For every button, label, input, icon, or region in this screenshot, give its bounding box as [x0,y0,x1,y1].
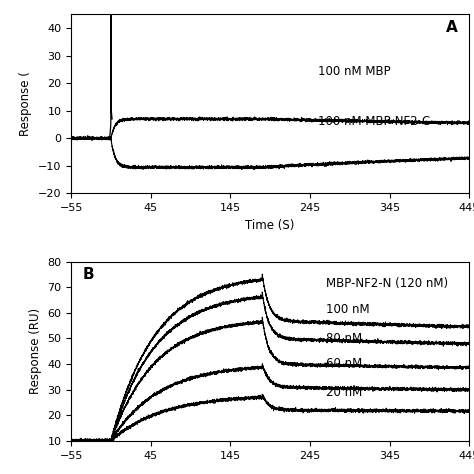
Y-axis label: Response (: Response ( [19,72,32,137]
Text: 20 nM: 20 nM [326,386,362,399]
Text: 100 nM: 100 nM [326,303,370,317]
Text: 100 nM MBP-NF2-C: 100 nM MBP-NF2-C [318,115,430,128]
Text: MBP-NF2-N (120 nM): MBP-NF2-N (120 nM) [326,277,448,290]
Text: 60 nM: 60 nM [326,357,362,370]
Text: 100 nM MBP: 100 nM MBP [318,65,391,78]
X-axis label: Time (S): Time (S) [246,219,295,232]
Text: 80 nM: 80 nM [326,332,362,345]
Y-axis label: Response (RU): Response (RU) [29,308,42,394]
Text: A: A [446,19,457,35]
Text: B: B [83,267,95,282]
